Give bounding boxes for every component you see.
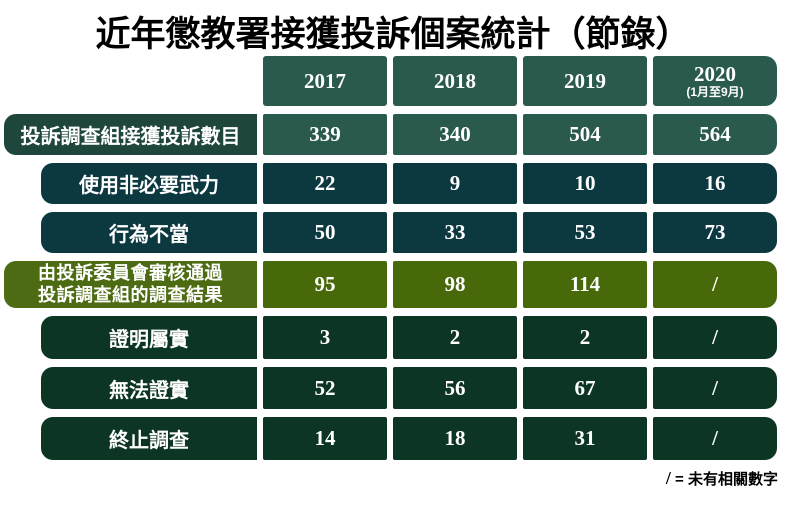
value-cell: 53 xyxy=(523,212,647,253)
value-cell: / xyxy=(653,316,777,359)
value-cell: 3 xyxy=(263,316,387,359)
value-cell: 18 xyxy=(393,417,517,460)
value-cell: 98 xyxy=(393,261,517,308)
value-cell: 16 xyxy=(653,163,777,204)
row-label-line: 證明屬實 xyxy=(109,329,189,351)
column-header-2017: 2017 xyxy=(263,56,387,106)
value-cell: 73 xyxy=(653,212,777,253)
column-header-2018: 2018 xyxy=(393,56,517,106)
value-cell: 31 xyxy=(523,417,647,460)
row-label-line: 無法證實 xyxy=(109,379,189,402)
value-cell: 52 xyxy=(263,367,387,409)
column-header-year: 2020 xyxy=(694,62,736,87)
row-label: 投訴調查組接獲投訴數目 xyxy=(4,114,257,155)
legend-slash-symbol: / xyxy=(665,468,671,488)
legend-label: 未有相關數字 xyxy=(687,471,778,488)
row-label-line: 終止調查 xyxy=(109,430,189,452)
value-cell: / xyxy=(653,261,777,308)
row-label-line: 投訴調查組接獲投訴數目 xyxy=(20,126,241,148)
value-cell: 504 xyxy=(523,114,647,155)
column-header-2020: 2020 (1月至9月) xyxy=(653,56,777,106)
row-label: 證明屬實 xyxy=(41,316,257,359)
value-cell: 10 xyxy=(523,163,647,204)
row-label-line: 使用非必要武力 xyxy=(79,175,219,197)
value-cell: 22 xyxy=(263,163,387,204)
page-title: 近年懲教署接獲投訴個案統計（節錄） xyxy=(95,15,691,54)
row-label: 由投訴委員會審核通過 投訴調查組的調查結果 xyxy=(4,261,257,308)
value-cell: 9 xyxy=(393,163,517,204)
value-cell: 95 xyxy=(263,261,387,308)
value-cell: 67 xyxy=(523,367,647,409)
stats-table: 2017 2018 2019 2020 (1月至9月) 投訴調查組接獲投訴數目 339 340… xyxy=(4,56,777,460)
legend: / = 未有相關數字 xyxy=(666,468,778,489)
column-header-year: 2018 xyxy=(434,68,476,93)
value-cell: / xyxy=(653,367,777,409)
row-label: 行為不當 xyxy=(41,212,257,253)
value-cell: 50 xyxy=(263,212,387,253)
column-header-year: 2017 xyxy=(304,68,346,93)
column-header-2019: 2019 xyxy=(523,56,647,106)
value-cell: 56 xyxy=(393,367,517,409)
row-label-line: 行為不當 xyxy=(109,224,189,246)
value-cell: 2 xyxy=(393,316,517,359)
value-cell: 114 xyxy=(523,261,647,308)
legend-separator: = xyxy=(670,471,688,488)
column-header-note: (1月至9月) xyxy=(686,85,744,100)
value-cell: 564 xyxy=(653,114,777,155)
value-cell: / xyxy=(653,417,777,460)
value-cell: 340 xyxy=(393,114,517,155)
row-label-line: 由投訴委員會審核通過 xyxy=(38,263,223,284)
row-label: 終止調查 xyxy=(41,417,257,460)
column-header-year: 2019 xyxy=(564,68,606,93)
value-cell: 2 xyxy=(523,316,647,359)
value-cell: 33 xyxy=(393,212,517,253)
value-cell: 14 xyxy=(263,417,387,460)
value-cell: 339 xyxy=(263,114,387,155)
row-label: 使用非必要武力 xyxy=(41,163,257,204)
table-corner-spacer xyxy=(4,56,257,106)
row-label: 無法證實 xyxy=(41,367,257,409)
row-label-line: 投訴調查組的調查結果 xyxy=(38,284,223,305)
